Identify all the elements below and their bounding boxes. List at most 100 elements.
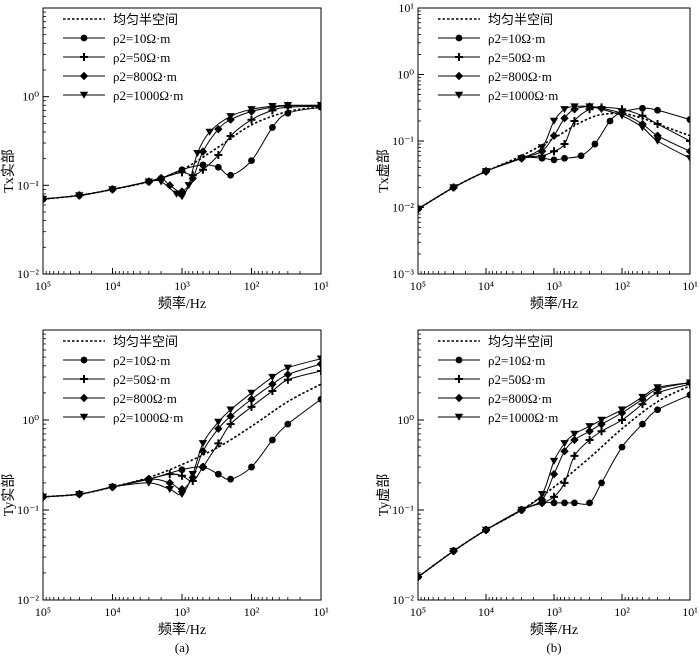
series-group (418, 102, 690, 214)
y-axis: 10⁻² 10⁻¹ 10⁰ (17, 7, 49, 281)
data-point (178, 168, 186, 177)
data-point (199, 161, 207, 169)
y-axis: 10⁻³ 10⁻² 10⁻¹ 10⁰ 10¹ (392, 1, 424, 281)
y-axis-label: Ty实部 (1, 474, 17, 517)
legend-marker (80, 375, 88, 383)
data-point (638, 111, 647, 120)
data-point (214, 163, 222, 171)
data-point (283, 102, 293, 110)
y-axis-label: Tx虚部 (376, 149, 392, 193)
data-point (586, 499, 593, 507)
data-point (184, 182, 193, 190)
data-point (686, 137, 690, 145)
x-tick-label: 10² (244, 279, 260, 293)
data-point (317, 367, 321, 376)
y-tick-label: 10⁰ (397, 68, 414, 82)
y-tick-label: 10⁻¹ (17, 503, 39, 517)
legend-label: ρ2=1000Ω·m (488, 88, 558, 103)
data-point (449, 547, 458, 555)
data-point (178, 471, 186, 480)
data-point (226, 406, 235, 414)
x-axis-label: 频率/Hz (530, 621, 578, 638)
data-point (214, 424, 223, 433)
legend-marker (79, 413, 89, 421)
data-point (686, 116, 690, 123)
y-tick-label: 10⁻² (392, 593, 414, 607)
legend-entry: ρ2=10Ω·m (63, 353, 170, 368)
data-point (617, 112, 627, 120)
x-tick-label: 10³ (546, 605, 562, 619)
y-tick-label: 10⁻¹ (392, 503, 414, 517)
legend-label: ρ2=50Ω·m (488, 372, 545, 387)
data-point (549, 131, 559, 140)
data-point (517, 155, 526, 163)
legend-label: ρ2=1000Ω·m (113, 410, 183, 425)
legend-entry: ρ2=1000Ω·m (438, 410, 558, 425)
data-point (550, 499, 558, 507)
legend-label: ρ2=800Ω·m (113, 391, 177, 406)
data-point (449, 184, 458, 192)
x-tick-label: 10⁴ (104, 279, 120, 293)
data-point (317, 395, 321, 403)
data-point (606, 117, 614, 125)
caption-a: (a) (175, 640, 189, 655)
legend-marker (79, 393, 89, 403)
data-point (269, 124, 276, 131)
data-point (316, 102, 321, 110)
data-point (188, 174, 197, 183)
data-point (549, 457, 559, 465)
legend-marker (80, 34, 88, 42)
legend-entry: 均匀半空间 (438, 12, 553, 27)
data-point (597, 106, 606, 114)
data-point (617, 406, 627, 414)
data-point (570, 435, 579, 445)
legend-marker (455, 356, 463, 364)
data-point (591, 140, 599, 148)
y-tick-label: 10⁻¹ (392, 134, 414, 148)
y-tick-label: 10¹ (398, 1, 414, 15)
x-tick-label: 10³ (174, 605, 190, 619)
legend-label: ρ2=10Ω·m (488, 31, 545, 46)
legend: 均匀半空间 ρ2=10Ω·m ρ2=50Ω·m ρ2=800Ω·m ρ2=1000Ω·m (63, 334, 183, 425)
legend-label: ρ2=800Ω·m (488, 391, 552, 406)
data-point (549, 469, 559, 479)
legend-entry: ρ2=800Ω·m (63, 391, 177, 406)
data-point (685, 379, 690, 387)
legend-entry: ρ2=1000Ω·m (63, 410, 183, 425)
legend-entry: ρ2=50Ω·m (63, 372, 170, 387)
legend-label: ρ2=1000Ω·m (113, 88, 183, 103)
legend-marker (455, 34, 463, 42)
data-point (561, 499, 568, 507)
data-point (654, 406, 661, 414)
data-point (418, 205, 423, 213)
legend-marker (454, 91, 464, 99)
data-point (193, 150, 202, 158)
data-point (537, 495, 547, 504)
legend-entry: ρ2=800Ω·m (438, 69, 552, 84)
x-tick-label: 10⁴ (478, 605, 494, 619)
data-point (653, 384, 662, 392)
x-tick-label: 10² (244, 605, 260, 619)
data-point (226, 420, 235, 429)
data-point (686, 391, 690, 399)
data-point (653, 137, 662, 145)
data-point (177, 187, 187, 196)
data-point (214, 470, 222, 478)
data-point (165, 470, 174, 479)
data-point (570, 430, 579, 438)
x-tick-label: 10⁵ (35, 605, 51, 619)
data-point (560, 114, 569, 123)
y-tick-label: 10⁻² (17, 267, 39, 281)
y-axis-label: Tx实部 (1, 149, 17, 193)
x-axis: 10⁵ 10⁴ 10³ 10² 10¹ (35, 594, 329, 619)
legend-entry: ρ2=50Ω·m (438, 372, 545, 387)
legend-marker (454, 71, 464, 81)
legend-label: 均匀半空间 (113, 334, 178, 349)
data-point (537, 490, 547, 498)
data-point (268, 103, 277, 111)
data-point (550, 156, 558, 164)
data-point (156, 178, 166, 186)
data-point (177, 485, 187, 494)
data-point (283, 364, 293, 372)
data-point (214, 150, 223, 159)
